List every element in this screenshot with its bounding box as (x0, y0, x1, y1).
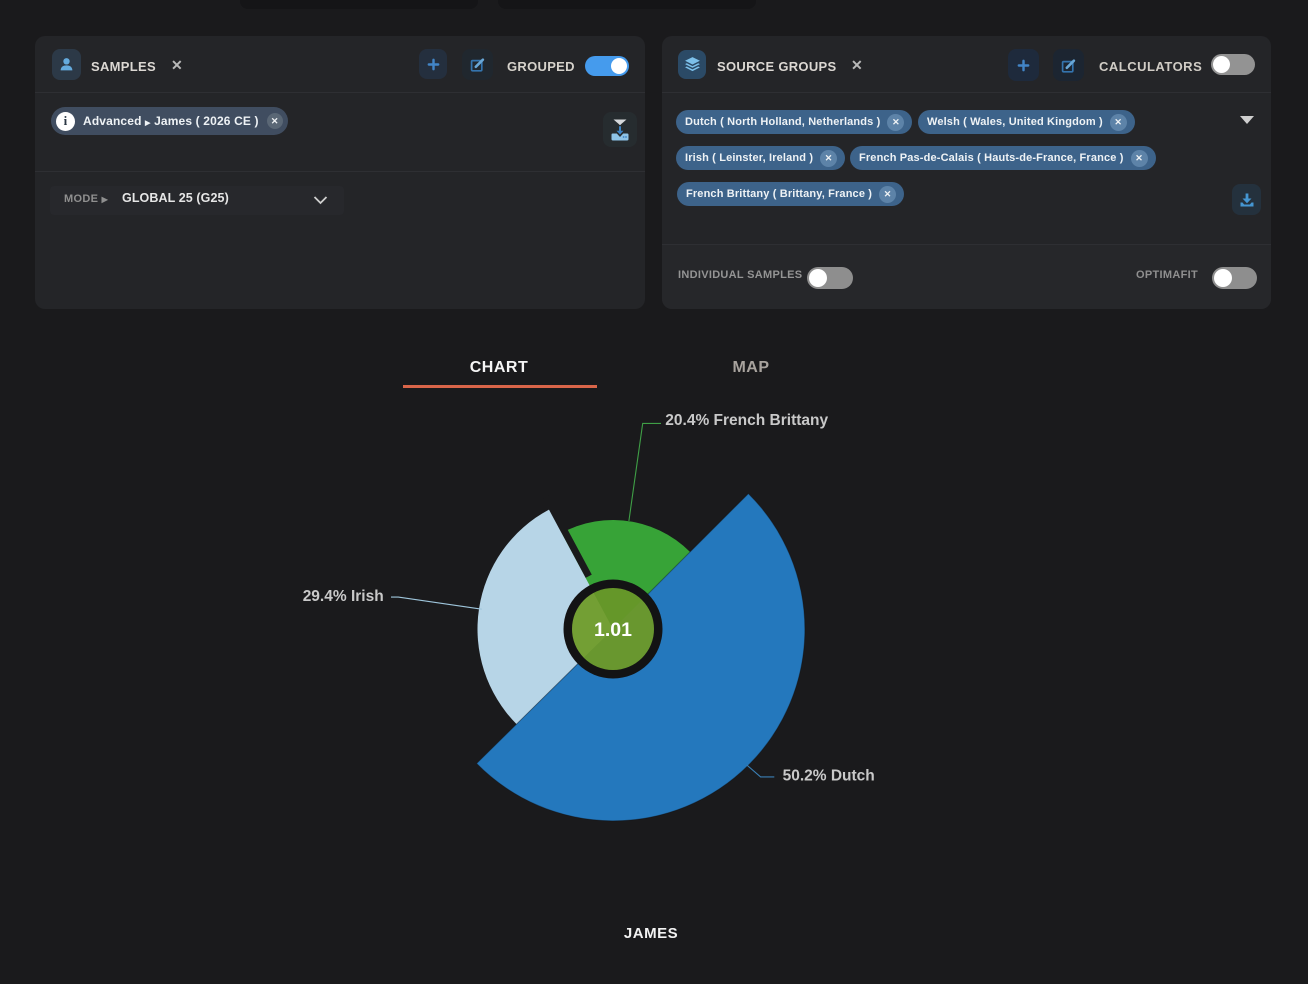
svg-text:29.4% Irish: 29.4% Irish (303, 588, 384, 605)
svg-text:50.2% Dutch: 50.2% Dutch (783, 768, 875, 785)
svg-text:1.01: 1.01 (594, 619, 632, 641)
svg-text:20.4% French Brittany: 20.4% French Brittany (665, 412, 828, 429)
